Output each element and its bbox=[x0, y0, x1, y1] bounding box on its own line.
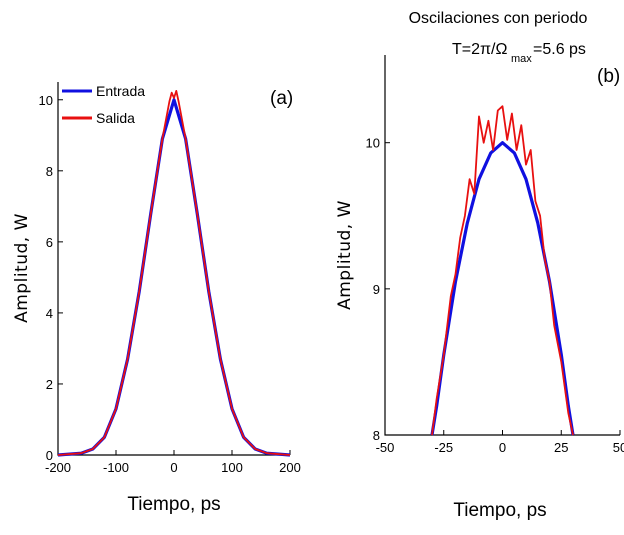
panel-a-xtick-label: -200 bbox=[45, 460, 71, 475]
subtitle-end: =5.6 ps bbox=[533, 41, 586, 58]
panel-b-series-entrada bbox=[430, 141, 575, 436]
panel-a-ytick-label: 4 bbox=[46, 306, 53, 321]
panel-a-series-entrada bbox=[57, 98, 291, 457]
panel-a-series-salida bbox=[57, 90, 291, 456]
subtitle-subscript: max bbox=[511, 53, 532, 65]
panel-a-ytick-label: 0 bbox=[46, 448, 53, 463]
legend-entrada-label: Entrada bbox=[96, 83, 145, 99]
panel-a-ytick-label: 10 bbox=[39, 93, 53, 108]
panel-b-title: Oscilaciones con periodo bbox=[409, 10, 588, 27]
panel-a-xlabel: Tiempo, ps bbox=[127, 494, 220, 515]
panel-a-xtick-label: 200 bbox=[279, 460, 301, 475]
legend-salida-label: Salida bbox=[96, 110, 135, 126]
panel-a-label: (a) bbox=[270, 88, 293, 109]
panel-a-xtick-label: 100 bbox=[221, 460, 243, 475]
panel-b-ytick-label: 10 bbox=[366, 136, 380, 151]
panel-b-series-salida bbox=[431, 105, 574, 436]
panel-b-ytick-label: 8 bbox=[373, 428, 380, 443]
panel-b-subtitle: T=2π/Ω max =5.6 ps bbox=[452, 41, 586, 65]
panel-b-xlabel: Tiempo, ps bbox=[453, 500, 546, 521]
panel-a-xtick-label: -100 bbox=[103, 460, 129, 475]
panel-b-xtick-label: -25 bbox=[434, 440, 453, 455]
panel-b-xtick-label: 25 bbox=[554, 440, 568, 455]
panel-a-ytick-label: 2 bbox=[46, 377, 53, 392]
panel-a-axes bbox=[57, 82, 290, 456]
panel-b-xtick-label: -50 bbox=[376, 440, 395, 455]
panel-a-xtick-label: 0 bbox=[170, 460, 177, 475]
panel-a-ytick-label: 8 bbox=[46, 164, 53, 179]
panel-b-ytick-label: 9 bbox=[373, 282, 380, 297]
panel-b-xtick-label: 0 bbox=[499, 440, 506, 455]
panel-b-label: (b) bbox=[597, 66, 620, 87]
subtitle-main: T=2π/Ω bbox=[452, 41, 508, 58]
panel-a-ylabel: Amplitud, W bbox=[12, 213, 32, 323]
panel-b-ylabel: Amplitud, W bbox=[335, 200, 355, 310]
panel-a: -200 -100 0 100 200 0 2 4 6 8 10 (a) Entrada Salid… bbox=[12, 82, 301, 515]
panel-a-ytick-label: 6 bbox=[46, 235, 53, 250]
panel-b: -50 -25 0 25 50 8 9 10 (b) Oscilaciones con per… bbox=[335, 10, 624, 521]
panel-a-legend: Entrada Salida bbox=[62, 83, 145, 126]
panel-b-xtick-label: 50 bbox=[613, 440, 624, 455]
